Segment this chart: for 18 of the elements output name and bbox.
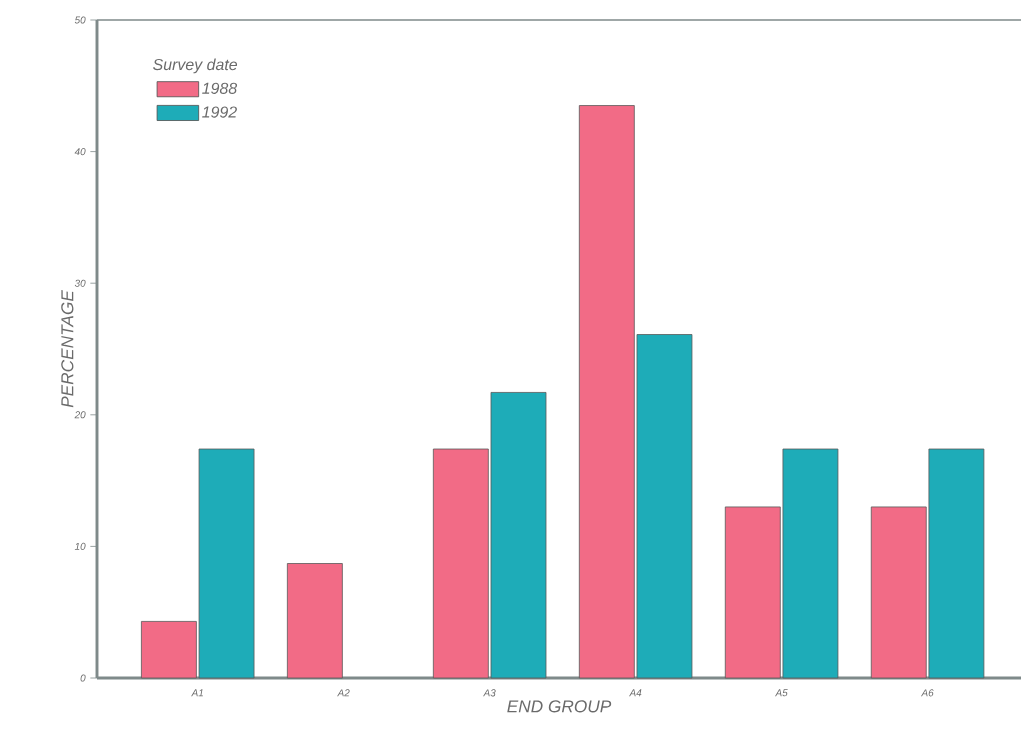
legend-label: 1988 [202, 82, 238, 94]
y-tick-label: 20 [74, 411, 86, 419]
x-tick-label: A2 [337, 689, 350, 697]
x-tick-label: A1 [191, 689, 203, 697]
x-axis-title: END GROUP [507, 700, 612, 713]
legend-title: Survey date [153, 58, 238, 74]
bar [286, 563, 343, 679]
y-tick-label: 10 [74, 542, 86, 550]
x-tick-label: A3 [483, 689, 496, 697]
y-tick-label: 50 [74, 16, 86, 24]
y-tick-label: 40 [74, 148, 86, 156]
y-tick-label: 0 [80, 674, 86, 682]
y-axis-title: PERCENTAGE [61, 289, 74, 408]
x-tick-label: A4 [629, 689, 642, 697]
legend-label: 1992 [202, 106, 237, 118]
y-tick-label: 30 [74, 279, 86, 287]
x-tick-label: A6 [921, 689, 934, 697]
x-tick-label: A5 [775, 689, 788, 697]
